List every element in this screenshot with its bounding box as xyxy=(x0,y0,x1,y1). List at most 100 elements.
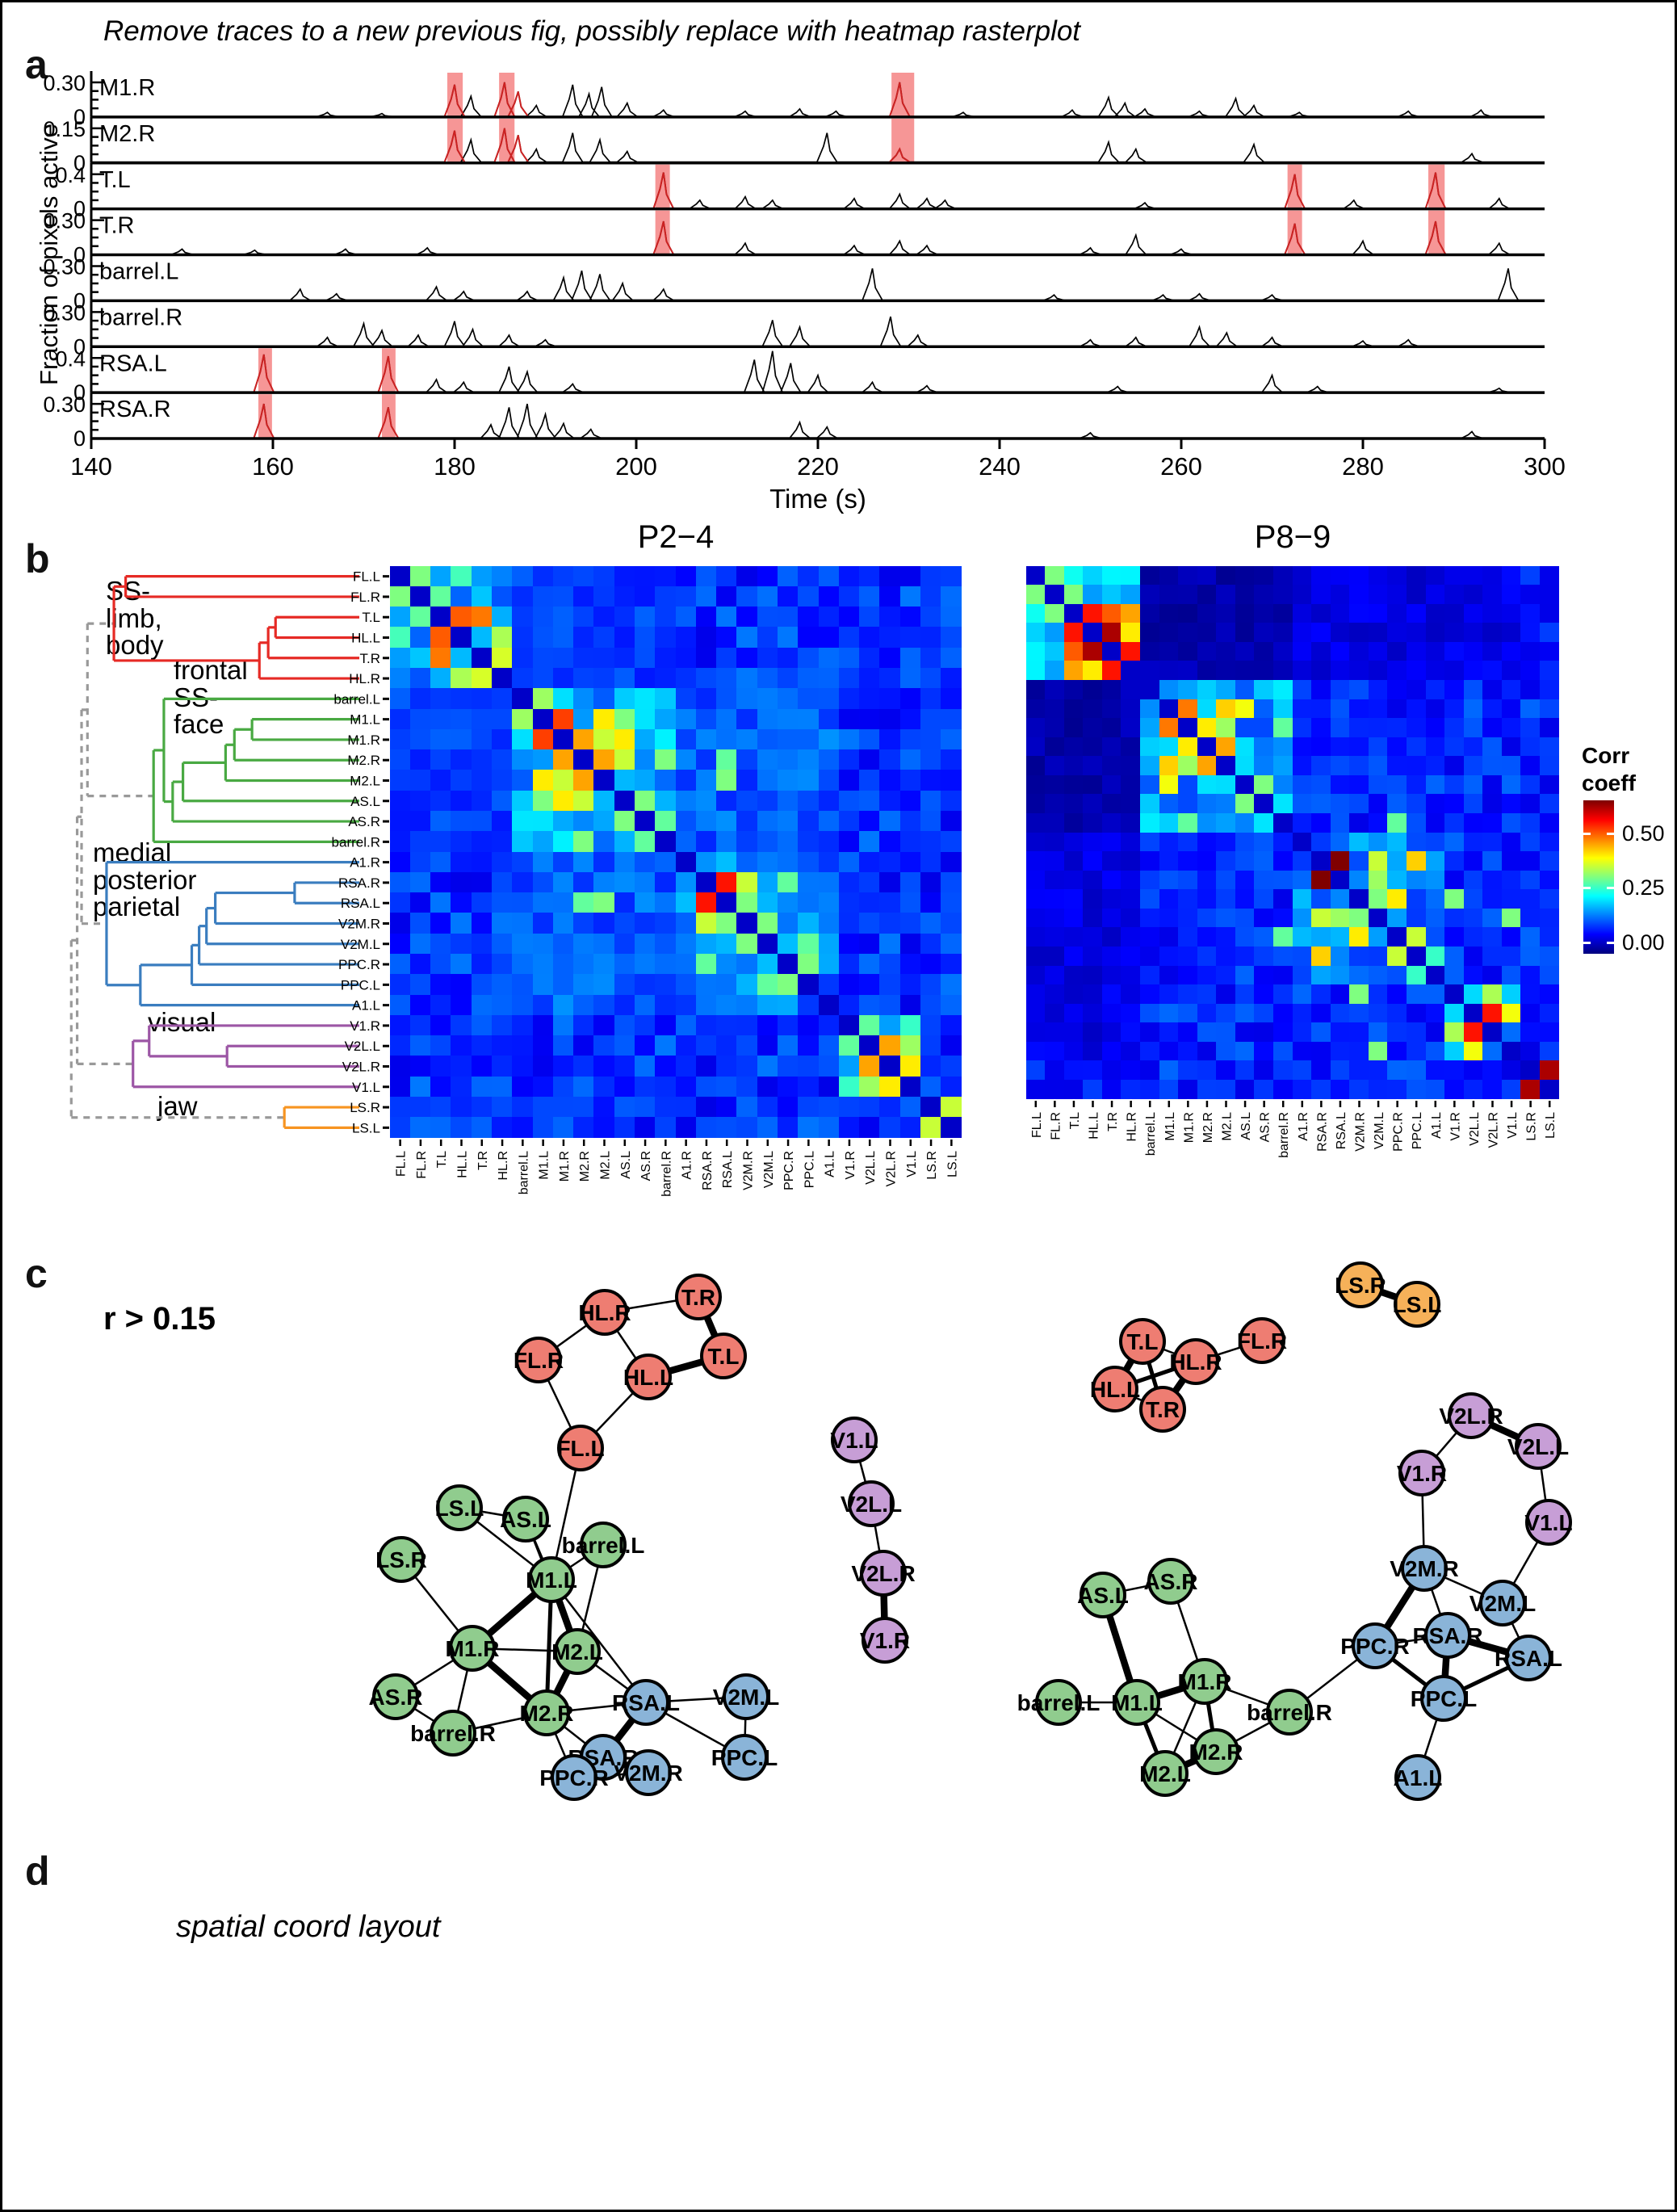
y-tick-label-max: 0.4 xyxy=(55,346,86,371)
network-node-barrel.R xyxy=(430,1710,476,1757)
network-node-label: LS.R xyxy=(375,1547,427,1572)
heatmap-col-label: RSA.L xyxy=(721,1151,735,1188)
heatmap-col-label: PPC.L xyxy=(1411,1112,1424,1149)
network-node-T.R xyxy=(1139,1386,1186,1433)
network-node-V1.R xyxy=(862,1617,908,1664)
heatmap-col-label: A1.L xyxy=(824,1151,837,1177)
colorbar-title: Corr coeff xyxy=(1582,743,1636,795)
heatmap-row-label: A1.L xyxy=(352,998,380,1014)
network-node-label: M2.R xyxy=(520,1701,574,1726)
trace-row-M2.R: 0.15 0 M2.R xyxy=(43,116,1545,175)
region-label: barrel.R xyxy=(99,304,182,330)
network-node-AS.L xyxy=(1080,1572,1126,1618)
y-tick-label-max: 0.30 xyxy=(43,71,86,95)
event-highlight-band xyxy=(655,164,670,209)
y-tick-label-zero: 0 xyxy=(73,105,86,129)
network-node-label: HL.L xyxy=(623,1365,673,1390)
trace-row-barrel.R: 0.30 0 barrel.R xyxy=(43,300,1545,359)
heatmap-row-label: FL.R xyxy=(350,590,380,605)
network-node-label: V2L.L xyxy=(1507,1434,1569,1459)
network-node-label: V2L.R xyxy=(1439,1404,1503,1429)
region-label: M2.R xyxy=(99,121,155,147)
network-node-label: barrel.R xyxy=(1247,1700,1332,1725)
heatmap-col-label: T.L xyxy=(1068,1112,1082,1129)
heatmap-col-label: M2.R xyxy=(578,1151,592,1182)
group-label-visual: visual xyxy=(148,1007,216,1037)
network-node-label: barrel.L xyxy=(1017,1690,1101,1715)
y-tick-label-zero: 0 xyxy=(73,151,86,175)
heatmap-col-label: RSA.R xyxy=(701,1151,715,1190)
heatmap-row-label: M1.L xyxy=(350,712,380,728)
network-node-label: LS.L xyxy=(435,1496,484,1521)
colorbar-tick-label: 0.00 xyxy=(1622,930,1665,955)
network-node-V1.L xyxy=(831,1417,878,1463)
event-highlight-band xyxy=(1287,210,1302,255)
network-node-AS.L xyxy=(502,1496,549,1543)
event-highlight-band xyxy=(891,73,915,117)
region-label: T.L xyxy=(99,167,131,193)
region-label: RSA.R xyxy=(99,397,171,422)
heatmap-col-label: T.R xyxy=(1106,1112,1120,1131)
network-node-M1.L xyxy=(528,1556,575,1603)
network-node-LS.R xyxy=(1337,1261,1384,1308)
panel-d-letter: d xyxy=(25,1849,50,1894)
heatmap-row-label: barrel.R xyxy=(332,834,380,850)
network-node-M1.R xyxy=(449,1625,496,1672)
network-node-label: PPC.L xyxy=(711,1745,778,1770)
network-node-V1.R xyxy=(1398,1450,1445,1496)
activity-trace-highlighted xyxy=(377,355,400,393)
panel-a-x-axis-label: Time (s) xyxy=(769,484,866,514)
figure-title: Remove traces to a new previous fig, pos… xyxy=(103,15,1081,47)
heatmap-col-label: V2L.L xyxy=(864,1151,878,1185)
network-node-FL.R xyxy=(1239,1317,1285,1364)
network-node-label: M2.R xyxy=(1189,1740,1243,1765)
network-node-V1.L xyxy=(1525,1499,1572,1546)
activity-trace-highlighted xyxy=(253,403,275,439)
network-node-V2M.R xyxy=(1401,1545,1448,1592)
network-node-label: V2L.R xyxy=(851,1561,915,1586)
activity-trace xyxy=(90,172,1545,210)
heatmap-row-label: V1.L xyxy=(352,1080,380,1095)
network-node-label: V2M.L xyxy=(1469,1591,1536,1616)
heatmap-row-label: T.R xyxy=(360,651,381,666)
network-node-label: barrel.R xyxy=(410,1721,496,1746)
y-tick-label-zero: 0 xyxy=(73,197,86,221)
heatmap-col-label: barrel.R xyxy=(1277,1112,1291,1158)
panel-a-plot: 0.300M1.R0.150M2.R0.40T.L0.300T.R0.300ba… xyxy=(43,71,1566,481)
activity-trace-highlighted xyxy=(1284,174,1306,209)
heatmap-col-label: RSA.L xyxy=(1335,1112,1348,1149)
network-node-RSA.L xyxy=(623,1679,669,1726)
heatmap-col-label: AS.L xyxy=(619,1151,633,1179)
network-node-RSA.R xyxy=(1424,1612,1471,1659)
dendrogram xyxy=(69,575,359,1129)
activity-trace xyxy=(90,220,1545,255)
network-node-M1.R xyxy=(1181,1658,1228,1705)
network-node-AS.R xyxy=(1147,1558,1194,1605)
network-node-label: AS.L xyxy=(500,1507,551,1532)
network-node-HL.R xyxy=(581,1289,628,1336)
panel-a-letter: a xyxy=(25,42,48,87)
network-node-label: barrel.L xyxy=(562,1533,645,1558)
event-highlight-band xyxy=(1287,164,1302,209)
network-node-M2.R xyxy=(1193,1728,1239,1775)
network-node-PPC.L xyxy=(1420,1675,1467,1722)
region-label: barrel.L xyxy=(99,259,178,285)
network-node-label: FL.R xyxy=(1237,1328,1287,1354)
heatmap-col-label: PPC.R xyxy=(782,1151,796,1190)
heatmap-col-label: HL.R xyxy=(497,1151,510,1180)
activity-trace-highlighted xyxy=(493,82,516,117)
activity-trace-highlighted xyxy=(1284,223,1306,255)
network-node-label: PPC.L xyxy=(1411,1686,1477,1711)
heatmap-row-label: FL.L xyxy=(353,569,380,585)
activity-trace-highlighted xyxy=(377,407,400,439)
network-graph-p2-4: T.R HL.R T.L FL.R HL.L FL.L LS.L AS.L LS.R barrel… xyxy=(369,1274,916,1801)
heatmap-col-label: LS.R xyxy=(925,1151,939,1180)
network-node-label: FL.L xyxy=(556,1436,604,1461)
activity-trace-highlighted xyxy=(652,172,675,209)
event-highlight-band xyxy=(382,348,396,393)
colorbar xyxy=(1583,800,1614,954)
heatmap-col-label: FL.R xyxy=(415,1151,429,1179)
network-node-barrel.L xyxy=(1035,1679,1082,1726)
